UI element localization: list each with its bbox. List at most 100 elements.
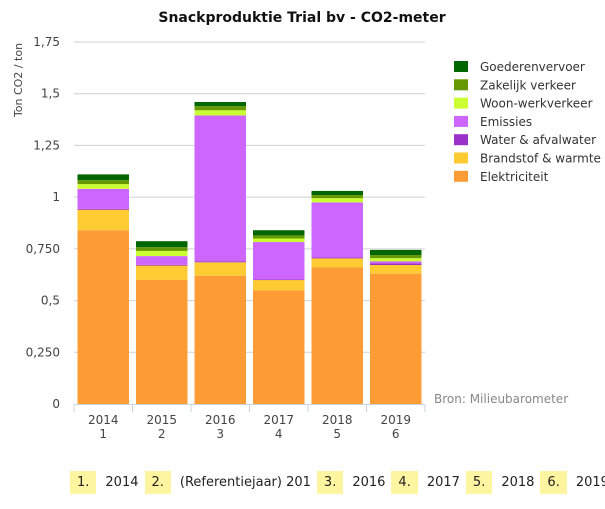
legend-swatch (454, 61, 468, 72)
footer-number-badge: 6. (540, 471, 567, 494)
bar-segment (136, 264, 188, 266)
bar-segment (194, 115, 246, 262)
bar-segment (136, 247, 188, 251)
bar-segment (136, 241, 188, 248)
bar-stack-2014 (77, 174, 129, 404)
legend-label: Zakelijk verkeer (480, 78, 576, 92)
legend-item[interactable]: Elektriciteit (454, 170, 549, 184)
bar-segment (136, 250, 188, 257)
bar-segment (253, 290, 305, 404)
x-tick-label: 2016 (205, 413, 236, 427)
legend-swatch (454, 134, 468, 146)
footer-number-badge: 4. (391, 471, 418, 494)
legend-label: Woon-werkverkeer (480, 97, 593, 111)
bar-stack-2016 (194, 101, 246, 404)
gridlines (74, 41, 425, 353)
bar-segment (370, 261, 422, 264)
y-tick-label: 1,25 (33, 138, 60, 152)
bar-segment (136, 279, 188, 404)
x-tick-sublabel: 4 (275, 427, 283, 441)
legend-item[interactable]: Goederenvervoer (454, 60, 585, 74)
bar-segment (194, 262, 246, 276)
footer-number-badge: 1. (70, 471, 97, 494)
bar-segment (253, 235, 305, 239)
legend-item[interactable]: Water & afvalwater (454, 133, 596, 147)
legend-label: Emissies (480, 115, 532, 129)
bar-segment (253, 279, 305, 281)
legend: Goederenvervoer Zakelijk verkeer Woon-werk… (454, 60, 601, 184)
x-tick-sublabel: 3 (216, 427, 224, 441)
footer-labels: 1. 2014 2. (Referentiejaar) 201 3. 2016 4. 2017… (70, 471, 605, 494)
bar-segment (194, 106, 246, 111)
legend-swatch (454, 115, 468, 127)
legend-item[interactable]: Brandstof & warmte (454, 152, 601, 166)
bar-segment (311, 190, 363, 196)
bar-segment (136, 265, 188, 280)
footer-label: 2016 (352, 475, 386, 490)
x-tick-label: 2018 (322, 413, 353, 427)
bar-segment (370, 258, 422, 262)
legend-swatch (454, 79, 468, 91)
bar-stack-2017 (253, 230, 305, 404)
bar-segment (253, 238, 305, 243)
x-tick-label: 2017 (263, 413, 294, 427)
legend-label: Brandstof & warmte (480, 152, 601, 166)
y-axis-label: Ton CO2 / ton (12, 43, 25, 118)
x-tick-sublabel: 2 (158, 427, 166, 441)
bar-segment (77, 174, 129, 181)
bar-stack-2019 (370, 249, 422, 404)
legend-swatch (454, 97, 468, 109)
bar-segment (311, 257, 363, 259)
footer-number-badge: 3. (316, 471, 344, 494)
source-annotation: Bron: Milieubarometer (434, 392, 568, 406)
footer-label: (Referentiejaar) 201 (179, 475, 311, 490)
footer-label: 2014 (105, 475, 139, 490)
x-tick-label: 2015 (146, 413, 177, 427)
y-tick-label: 1,5 (41, 87, 60, 101)
bar-segment (194, 101, 246, 107)
legend-label: Water & afvalwater (480, 133, 596, 147)
bar-segment (311, 267, 363, 404)
footer-label: 2017 (426, 475, 460, 490)
bar-segment (370, 249, 422, 256)
y-tick-label: 0,250 (26, 345, 60, 359)
bar-segment (311, 202, 363, 258)
footer-number-badge: 5. (465, 471, 493, 494)
legend-item[interactable]: Emissies (454, 115, 532, 129)
bar-segment (370, 255, 422, 259)
bar-segment (136, 256, 188, 265)
bar-segment (370, 263, 422, 265)
x-tick-sublabel: 6 (392, 427, 400, 441)
legend-label: Elektriciteit (480, 170, 549, 184)
bar-segment (370, 273, 422, 404)
y-tick-label: 1,75 (33, 35, 60, 49)
legend-swatch (454, 170, 468, 182)
y-axis-ticks: 0 0,250 0,5 0,750 1 1,25 1,5 1,75 (26, 35, 60, 411)
legend-label: Goederenvervoer (480, 60, 585, 74)
bar-segment (77, 180, 129, 185)
bar-segment (311, 198, 363, 203)
footer-label: 2018 (501, 475, 535, 490)
bar-segment (77, 208, 129, 210)
bar-segment (77, 209, 129, 231)
bar-stack-2018 (311, 190, 363, 404)
footer-label: 2019 (575, 475, 605, 490)
bar-segment (194, 110, 246, 116)
bar-segment (253, 230, 305, 236)
footer-number-badge: 2. (144, 471, 171, 494)
bar-segment (370, 264, 422, 274)
bar-segment (311, 195, 363, 199)
bar-segment (253, 279, 305, 291)
chart-title: Snackproduktie Trial bv - CO2-meter (158, 10, 445, 26)
bars (77, 101, 422, 404)
x-tick-label: 2019 (380, 413, 411, 427)
y-tick-label: 0 (52, 397, 60, 411)
y-tick-label: 0,750 (26, 242, 60, 256)
bar-segment (194, 275, 246, 404)
bar-segment (77, 188, 129, 209)
legend-item[interactable]: Woon-werkverkeer (454, 97, 593, 111)
legend-item[interactable]: Zakelijk verkeer (454, 78, 576, 92)
x-tick-label: 2014 (88, 413, 119, 427)
bar-segment (253, 242, 305, 280)
